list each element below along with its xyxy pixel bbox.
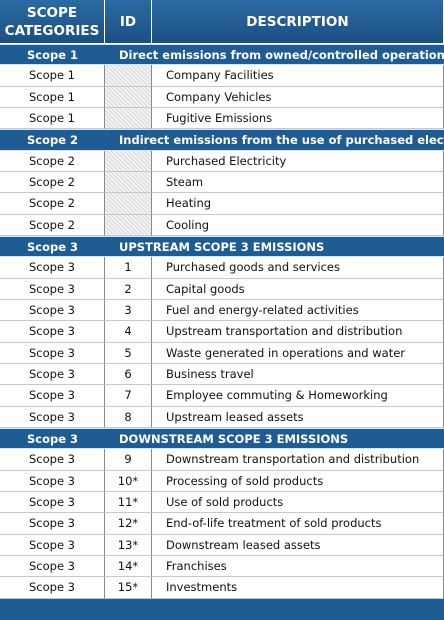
description-cell: Purchased goods and services (152, 257, 444, 279)
id-cell-empty (105, 86, 152, 108)
id-cell-empty (105, 193, 152, 215)
section-scope: Scope 2 (0, 129, 105, 151)
scope-cell: Scope 3 (0, 363, 105, 386)
id-cell: 4 (105, 321, 152, 343)
column-header: ID (105, 0, 152, 44)
description-cell: Heating (152, 193, 444, 215)
scope-cell: Scope 1 (0, 86, 105, 108)
description-cell: Use of sold products (152, 491, 444, 514)
scope-cell: Scope 3 (0, 513, 105, 535)
id-cell-empty (105, 65, 152, 87)
id-cell: 13* (105, 534, 152, 556)
scope-cell: Scope 3 (0, 385, 105, 407)
scope-cell: Scope 3 (0, 577, 105, 599)
id-cell: 9 (105, 449, 152, 471)
description-cell: Company Vehicles (152, 86, 444, 108)
scope-cell: Scope 3 (0, 555, 105, 578)
description-cell: Company Facilities (152, 65, 444, 87)
description-cell: Upstream transportation and distribution (152, 321, 444, 343)
scope-cell: Scope 3 (0, 491, 105, 514)
description-cell: Employee commuting & Homeworking (152, 385, 444, 407)
id-cell-empty (105, 171, 152, 194)
scope-cell: Scope 2 (0, 171, 105, 194)
scope-cell: Scope 1 (0, 107, 105, 130)
id-cell-empty (105, 107, 152, 130)
scope-cell: Scope 2 (0, 150, 105, 172)
scope-cell: Scope 3 (0, 299, 105, 322)
description-cell: Waste generated in operations and water (152, 342, 444, 364)
section-scope: Scope 1 (0, 44, 105, 66)
description-cell: Franchises (152, 555, 444, 578)
scope-cell: Scope 3 (0, 257, 105, 279)
id-cell: 8 (105, 406, 152, 428)
description-cell: Capital goods (152, 278, 444, 300)
id-cell: 5 (105, 342, 152, 364)
description-cell: Upstream leased assets (152, 406, 444, 428)
description-cell: Cooling (152, 214, 444, 236)
id-cell: 15* (105, 577, 152, 599)
description-cell: Steam (152, 171, 444, 194)
id-cell: 10* (105, 470, 152, 492)
scope-cell: Scope 2 (0, 193, 105, 215)
section-title: DOWNSTREAM SCOPE 3 EMISSIONS (105, 427, 444, 450)
scope-cell: Scope 3 (0, 470, 105, 492)
scope-cell: Scope 3 (0, 449, 105, 471)
section-scope: Scope 3 (0, 427, 105, 450)
description-cell: Investments (152, 577, 444, 599)
description-cell: End-of-life treatment of sold products (152, 513, 444, 535)
description-cell: Processing of sold products (152, 470, 444, 492)
scope-cell: Scope 3 (0, 278, 105, 300)
id-cell: 7 (105, 385, 152, 407)
id-cell: 14* (105, 555, 152, 578)
scope-cell: Scope 3 (0, 342, 105, 364)
id-cell: 3 (105, 299, 152, 322)
description-cell: Downstream leased assets (152, 534, 444, 556)
id-cell: 12* (105, 513, 152, 535)
column-header: SCOPE CATEGORIES (0, 0, 105, 44)
section-title: Direct emissions from owned/controlled o… (105, 44, 444, 66)
scope-cell: Scope 3 (0, 321, 105, 343)
description-cell: Fugitive Emissions (152, 107, 444, 130)
id-cell: 1 (105, 257, 152, 279)
id-cell-empty (105, 214, 152, 236)
description-cell: Business travel (152, 363, 444, 386)
scope-cell: Scope 3 (0, 406, 105, 428)
description-cell: Purchased Electricity (152, 150, 444, 172)
section-title: Indirect emissions from the use of purch… (105, 129, 444, 151)
id-cell: 2 (105, 278, 152, 300)
column-header: DESCRIPTION (152, 0, 444, 44)
section-scope: Scope 3 (0, 235, 105, 258)
footer-bar (0, 598, 444, 620)
id-cell-empty (105, 150, 152, 172)
scope-cell: Scope 2 (0, 214, 105, 236)
scope-cell: Scope 1 (0, 65, 105, 87)
id-cell: 6 (105, 363, 152, 386)
description-cell: Downstream transportation and distributi… (152, 449, 444, 471)
scope-cell: Scope 3 (0, 534, 105, 556)
section-title: UPSTREAM SCOPE 3 EMISSIONS (105, 235, 444, 258)
description-cell: Fuel and energy-related activities (152, 299, 444, 322)
id-cell: 11* (105, 491, 152, 514)
